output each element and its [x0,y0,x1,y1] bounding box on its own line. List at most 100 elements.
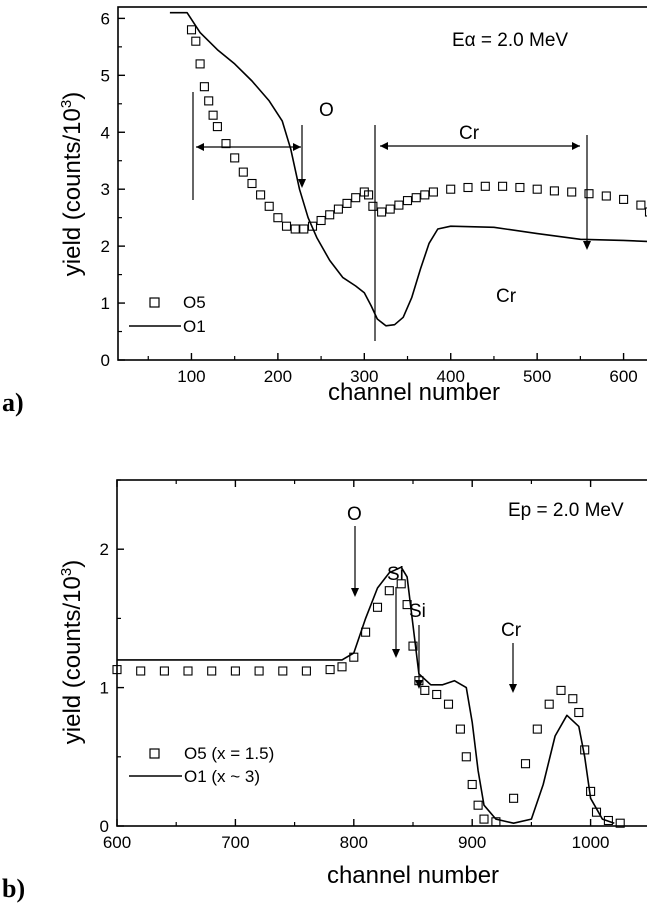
data-point [586,786,596,796]
arrowhead [509,684,517,693]
data-point [361,627,371,637]
data-point [278,666,288,676]
x-tick-label: 500 [523,367,551,386]
legend-label: O5 (x = 1.5) [184,744,274,763]
x-axis-title: channel number [328,379,500,406]
data-point [498,181,508,191]
x-tick-label: 600 [609,367,637,386]
arrowhead [298,179,306,188]
data-point [603,815,613,826]
x-tick-label: 1000 [572,833,610,852]
data-point [467,779,477,790]
data-point [372,602,383,612]
legend: O5 (x = 1.5) O1 (x ~ 3) [129,744,274,786]
legend-label: O1 [183,317,206,336]
data-point [230,666,240,676]
cr-label-bottom: Cr [496,286,517,307]
data-point [568,694,578,704]
data-point [273,213,283,223]
x-tick-label: 700 [221,833,249,852]
data-point [532,724,542,734]
data-point [480,181,490,191]
panel-label: a) [2,388,24,417]
data-point [461,752,471,762]
arrowhead [572,142,580,150]
cr-label: Cr [501,620,522,641]
data-point [549,186,559,196]
data-point [420,190,430,200]
y-tick-label: 3 [101,180,110,199]
data-point [342,198,352,208]
data-point [591,807,602,817]
data-point [420,685,430,695]
legend-label: O5 [183,293,206,312]
data-point [385,204,395,214]
si-label-1: Si [387,564,404,585]
data-point [221,139,231,149]
data-point [349,652,359,662]
data-point [636,200,646,210]
axis-ticks: 1002003004005006007000123456 [101,9,638,386]
data-point [256,190,266,200]
legend: O5 O1 [129,293,206,336]
data-point [584,189,594,199]
data-point [432,689,442,700]
panel-label: b) [2,874,25,903]
x-tick-label: 400 [437,367,465,386]
data-point [402,600,412,610]
data-point [351,193,361,203]
x-tick-label: 100 [177,367,205,386]
x-axis-title: channel number [327,862,499,889]
data-point [195,59,205,69]
legend-label: O1 (x ~ 3) [184,767,260,786]
data-point [574,707,584,718]
o-label: O [319,100,334,121]
y-tick-label: 5 [101,66,110,85]
data-point [428,187,438,197]
data-point [186,25,197,35]
series-line-path [169,11,647,327]
data-point [254,666,264,676]
data-point [601,191,611,201]
data-point [325,665,335,675]
y-tick-label: 6 [101,9,110,28]
x-tick-label: 200 [264,367,292,386]
axis-ticks: 60070080090010001100012 [100,479,610,852]
y-tick-label: 1 [101,294,110,313]
data-point [394,200,404,210]
data-point [208,110,218,120]
data-point [408,641,418,651]
data-point [377,207,387,217]
data-point [159,666,169,676]
data-point [281,221,292,231]
data-point [307,221,318,231]
data-point [364,190,374,200]
data-point [479,814,489,824]
x-tick-label: 600 [103,833,131,852]
data-point [368,201,378,211]
series-markers [186,25,647,234]
data-point [384,586,394,596]
x-tick-label: 900 [458,833,486,852]
y-tick-label: 4 [101,123,110,142]
data-point [316,215,326,226]
y-tick-label: 0 [101,351,110,370]
x-tick-label: 300 [350,367,378,386]
y-tick-label: 2 [100,540,109,559]
energy-label: Ep = 2.0 MeV [508,500,624,521]
data-point [515,182,525,193]
o-label: O [347,504,362,525]
energy-label: Eα = 2.0 MeV [452,30,568,51]
data-point [290,224,300,234]
arrowhead [583,241,591,250]
data-point [230,153,240,163]
data-point [333,204,343,214]
data-point [473,800,483,810]
annotations: Eα = 2.0 MeV O Cr Cr [192,30,591,341]
plot-frame [117,6,647,361]
arrowhead [293,143,301,151]
y-tick-label: 0 [100,817,109,836]
legend-marker-square [149,297,160,308]
data-point [615,818,625,828]
